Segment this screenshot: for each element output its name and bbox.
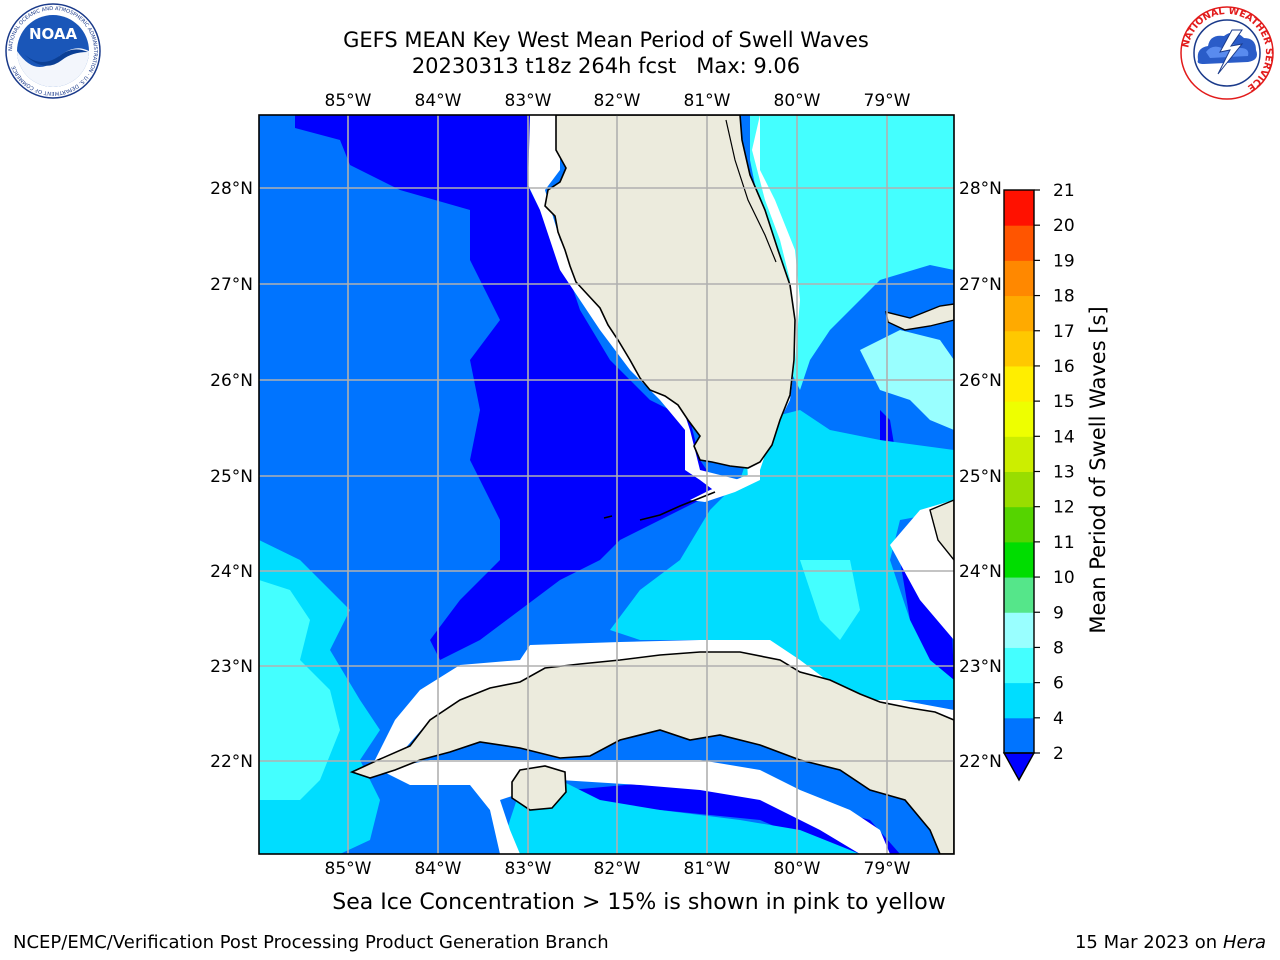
chart-subtitle: 20230313 t18z 264h fcst Max: 9.06 [411,54,801,78]
lat-label: 23°N [210,657,253,677]
lat-label: 23°N [959,657,1002,677]
colorbar-segment [1004,260,1034,297]
lon-label: 81°W [684,859,731,879]
lon-label: 85°W [325,859,372,879]
lon-label: 83°W [505,91,552,111]
colorbar-tick-label: 18 [1053,287,1075,307]
andros-land [929,499,954,562]
colorbar-segment [1004,682,1034,719]
footer-date-text: 15 Mar 2023 on [1074,932,1218,953]
colorbar-segment [1004,225,1034,261]
field-under-2-north [295,115,720,660]
lat-label: 24°N [210,562,253,582]
colorbar-tick-label: 6 [1053,674,1064,694]
cuba-land [349,651,954,854]
colorbar-segment [1004,401,1034,437]
noaa-logo-icon: NOAA NATIONAL OCEANIC AND ATMOSPHERIC AD… [5,3,101,99]
lon-label: 80°W [774,91,821,111]
lat-label: 22°N [959,752,1002,772]
lat-label: 28°N [959,179,1002,199]
lat-label: 26°N [210,371,253,391]
colorbar-tick-label: 9 [1053,603,1064,623]
lon-label: 84°W [415,91,462,111]
colorbar-tick-label: 8 [1053,638,1064,658]
colorbar-segment [1004,577,1034,613]
colorbar-segment [1004,506,1034,543]
lon-labels-top: 85°W 84°W 83°W 82°W 81°W 80°W 79°W [325,91,911,111]
lat-label: 27°N [959,275,1002,295]
colorbar-segment [1004,717,1034,754]
colorbar-segment [1004,436,1034,472]
grand-bahama-land [885,303,954,331]
florida-coast-detail [725,119,777,263]
lon-label: 82°W [594,91,641,111]
sea-ice-caption: Sea Ice Concentration > 15% is shown in … [332,890,946,915]
lon-label: 79°W [864,859,911,879]
isla-juventud-land [511,765,567,811]
footer-date: 15 Mar 2023 on Hera [1075,932,1266,953]
lat-labels-left: 28°N 27°N 26°N 25°N 24°N 23°N 22°N [210,179,253,772]
lon-label: 79°W [864,91,911,111]
colorbar-segment [1004,330,1034,367]
colorbar-label: Mean Period of Swell Waves [s] [1086,306,1110,633]
colorbar-under-triangle [1002,752,1036,782]
lon-label: 83°W [505,859,552,879]
colorbar-segment [1004,190,1034,226]
florida-keys [639,491,716,521]
field-under-2-cuba-s [570,780,900,854]
colorbar-segment [1004,647,1034,684]
lat-labels-right: 28°N 27°N 26°N 25°N 24°N 23°N 22°N [959,179,1002,772]
colorbar-tick-label: 21 [1053,181,1075,201]
colorbar-tick-label: 10 [1053,568,1075,588]
lon-label: 85°W [325,91,372,111]
lat-label: 24°N [959,562,1002,582]
key-west [603,515,613,519]
nws-logo-icon: NATIONAL WEATHER SERVICE [1180,6,1274,100]
field-4-6-s [500,780,860,854]
lat-label: 22°N [210,752,253,772]
footer-host: Hera [1222,932,1266,953]
colorbar-tick-label: 20 [1053,216,1075,236]
chart-title: GEFS MEAN Key West Mean Period of Swell … [343,28,869,52]
colorbar-tick-label: 13 [1053,463,1075,483]
field-6-8-sw [259,580,340,800]
field-6-8-mid [800,560,860,640]
swell-period-field [259,115,954,854]
footer-credit: NCEP/EMC/Verification Post Processing Pr… [13,932,609,953]
colorbar-segment [1004,541,1034,578]
lat-label: 25°N [959,467,1002,487]
noaa-logo-text: NOAA [29,25,78,43]
colorbar-tick-label: 12 [1053,498,1075,518]
lat-label: 25°N [210,467,253,487]
field-6-8-ne [750,115,954,390]
colorbar-tick-label: 4 [1053,709,1064,729]
colorbar: 2 4 6 8 9 10 11 12 13 14 15 16 17 18 19 20 21 [1002,181,1075,782]
colorbar-tick-label: 17 [1053,322,1075,342]
nodata-fl-west [528,115,740,495]
colorbar-segment [1004,295,1034,332]
map-frame [258,114,955,855]
lat-label: 28°N [210,179,253,199]
colorbar-segment [1004,612,1034,648]
lat-label: 26°N [959,371,1002,391]
colorbar-tick-label: 19 [1053,251,1075,271]
colorbar-tick-label: 14 [1053,427,1075,447]
lat-label: 27°N [210,275,253,295]
colorbar-tick-label: 2 [1053,744,1064,764]
colorbar-segment [1004,471,1034,508]
nodata-cuba-s [380,760,890,854]
lon-label: 81°W [684,91,731,111]
colorbar-tick-label: 15 [1053,392,1075,412]
lon-label: 80°W [774,859,821,879]
colorbar-tick-label: 16 [1053,357,1075,377]
field-4-6-east [610,410,954,700]
lon-labels-bottom: 85°W 84°W 83°W 82°W 81°W 80°W 79°W [325,859,911,879]
colorbar-tick-label: 11 [1053,533,1075,553]
lon-label: 82°W [594,859,641,879]
map-gridlines [259,115,954,854]
lon-label: 84°W [415,859,462,879]
colorbar-segment [1004,365,1034,402]
